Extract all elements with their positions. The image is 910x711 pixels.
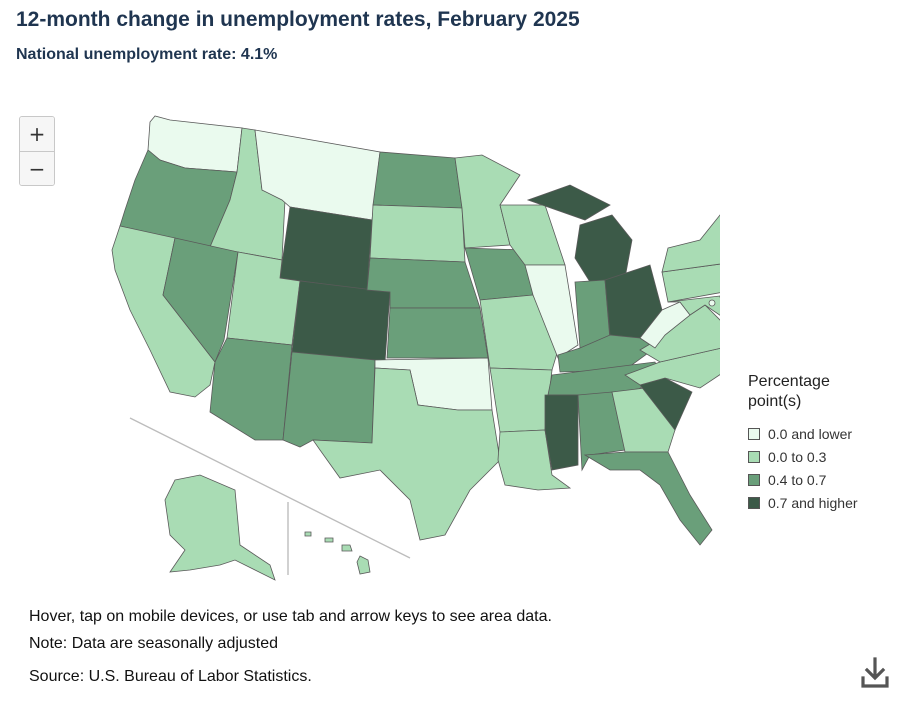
legend-label: 0.0 and lower <box>768 425 853 442</box>
legend-swatch <box>748 496 760 509</box>
download-icon <box>861 657 889 688</box>
map-svg <box>111 115 720 581</box>
state-AZ[interactable] <box>209 337 293 441</box>
state-TX[interactable] <box>312 367 501 541</box>
legend-title: Percentage point(s) <box>748 372 858 412</box>
state-NM[interactable] <box>282 351 376 448</box>
state-ND[interactable] <box>372 151 463 209</box>
legend-label: 0.0 to 0.3 <box>768 448 827 465</box>
legend-swatch <box>748 427 760 440</box>
state-WY[interactable] <box>279 206 373 291</box>
state-HI[interactable] <box>304 531 371 575</box>
legend-item: 0.4 to 0.7 <box>748 468 858 491</box>
seasonal-note: Note: Data are seasonally adjusted <box>29 635 279 652</box>
state-AK[interactable] <box>164 474 276 581</box>
state-AR[interactable] <box>489 367 553 433</box>
state-SD[interactable] <box>369 204 466 263</box>
legend-title-line1: Percentage <box>748 373 830 390</box>
us-choropleth-map <box>100 110 720 585</box>
legend: Percentage point(s) 0.0 and lower 0.0 to… <box>748 372 858 514</box>
national-rate-subtitle: National unemployment rate: 4.1% <box>16 46 278 63</box>
state-MO[interactable] <box>479 294 559 371</box>
state-NY[interactable] <box>661 195 720 273</box>
legend-label: 0.4 to 0.7 <box>768 471 827 488</box>
zoom-out-button[interactable]: − <box>20 151 54 185</box>
state-CO[interactable] <box>291 280 391 363</box>
legend-label: 0.7 and higher <box>768 494 858 511</box>
legend-item: 0.0 to 0.3 <box>748 445 858 468</box>
state-KS[interactable] <box>386 307 489 359</box>
zoom-control: + − <box>19 116 55 186</box>
zoom-in-button[interactable]: + <box>20 117 54 151</box>
state-MD[interactable] <box>667 295 720 318</box>
minus-icon: − <box>28 157 46 181</box>
download-button[interactable] <box>860 657 890 689</box>
state-FL[interactable] <box>583 451 713 546</box>
state-MS[interactable] <box>544 394 579 471</box>
state-AL[interactable] <box>577 391 626 472</box>
legend-item: 0.7 and higher <box>748 491 858 514</box>
legend-item: 0.0 and lower <box>748 422 858 445</box>
legend-title-line2: point(s) <box>748 393 802 410</box>
state-NV[interactable] <box>162 237 239 363</box>
plus-icon: + <box>28 122 46 146</box>
source-note: Source: U.S. Bureau of Labor Statistics. <box>29 668 312 685</box>
hover-instruction: Hover, tap on mobile devices, or use tab… <box>29 608 552 625</box>
legend-swatch <box>748 450 760 463</box>
state-DC[interactable] <box>708 299 716 307</box>
state-GA[interactable] <box>611 387 676 453</box>
inset-divider-diagonal <box>129 417 411 559</box>
legend-swatch <box>748 473 760 486</box>
page-title: 12-month change in unemployment rates, F… <box>16 8 580 31</box>
